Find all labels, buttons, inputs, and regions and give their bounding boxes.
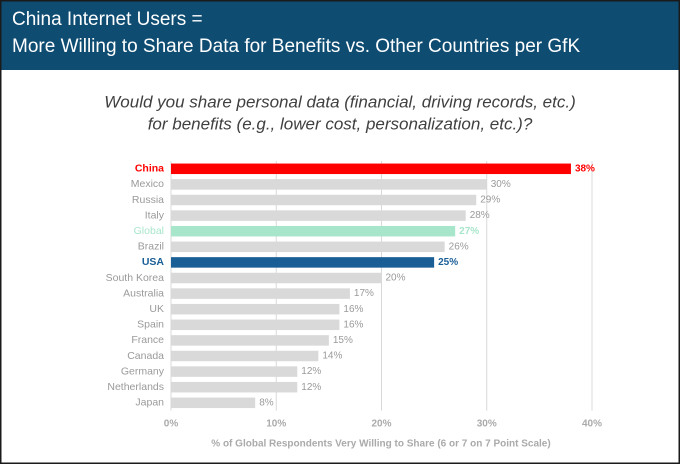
value-label: 12% (301, 366, 321, 377)
value-label: 16% (343, 319, 363, 330)
x-tick-label: 40% (582, 419, 602, 430)
subtitle: Would you share personal data (financial… (104, 92, 576, 111)
bar (171, 366, 298, 377)
bar (171, 257, 435, 268)
header-banner (0, 0, 680, 70)
x-tick-label: 30% (477, 419, 497, 430)
category-label: UK (149, 303, 164, 315)
value-label: 20% (386, 273, 406, 284)
bar (171, 194, 477, 206)
category-label: Germany (121, 365, 165, 377)
category-label: Japan (135, 397, 164, 409)
category-label: USA (142, 256, 165, 268)
bar (171, 397, 256, 409)
value-label: 16% (343, 304, 363, 315)
category-label: South Korea (106, 272, 165, 284)
value-label: 25% (438, 257, 458, 268)
bar (171, 381, 298, 393)
category-label: Brazil (138, 241, 164, 253)
bar (171, 303, 340, 315)
bar (171, 350, 319, 362)
category-label: Canada (127, 350, 164, 362)
value-label: 8% (259, 397, 274, 408)
category-label: Mexico (131, 178, 164, 190)
value-label: 27% (459, 226, 479, 237)
category-label: Russia (132, 194, 164, 206)
category-label: Global (134, 225, 164, 237)
bar (171, 272, 382, 284)
value-label: 12% (301, 382, 321, 393)
value-label: 17% (354, 288, 374, 299)
bar (171, 163, 571, 175)
x-tick-label: 0% (164, 419, 179, 430)
category-label: France (131, 334, 164, 346)
value-label: 14% (322, 351, 342, 362)
header-title: China Internet Users = (12, 9, 203, 30)
category-label: Italy (145, 209, 165, 221)
value-label: 29% (480, 195, 500, 206)
bar (171, 179, 487, 190)
bar (171, 225, 456, 237)
bar (171, 319, 340, 331)
bar (171, 335, 329, 346)
subtitle: for benefits (e.g., lower cost, personal… (148, 114, 533, 133)
value-label: 15% (333, 335, 353, 346)
plot: 0% 10% 20% 30% 40% China 38% Mexico 30% Russia 29%… (106, 161, 602, 430)
bar (171, 241, 445, 253)
value-label: 38% (575, 163, 595, 174)
x-tick-label: 20% (371, 419, 391, 430)
bar (171, 288, 350, 299)
header-title: More Willing to Share Data for Benefits … (12, 36, 580, 57)
category-label: Netherlands (107, 381, 164, 393)
value-label: 30% (491, 179, 511, 190)
x-tick-label: 10% (266, 419, 286, 430)
category-label: Spain (137, 319, 164, 331)
category-label: China (135, 163, 164, 175)
bar (171, 210, 466, 221)
x-axis-label: % of Global Respondents Very Willing to … (211, 439, 550, 450)
value-label: 28% (470, 210, 490, 221)
category-label: Australia (123, 287, 164, 299)
value-label: 26% (449, 241, 469, 252)
